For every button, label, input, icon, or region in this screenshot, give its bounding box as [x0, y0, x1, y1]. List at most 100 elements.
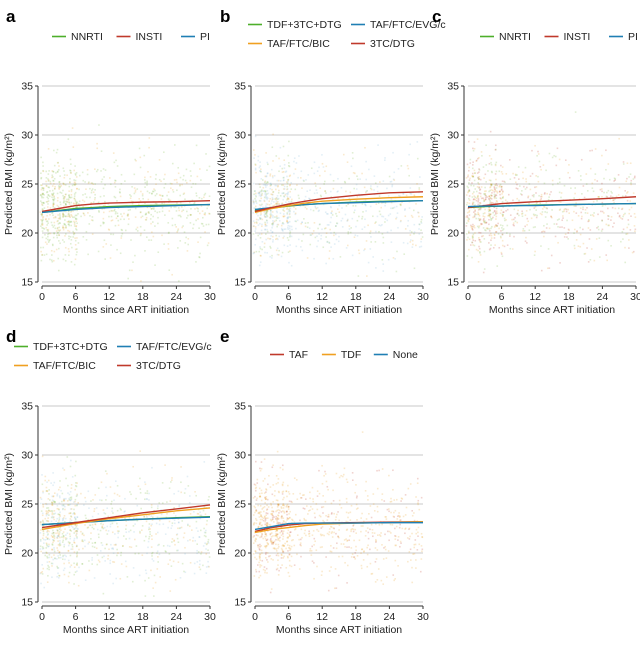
data-point — [409, 535, 411, 538]
data-point — [48, 239, 50, 242]
data-point — [498, 246, 501, 249]
data-point — [478, 168, 480, 170]
data-point — [265, 514, 267, 517]
data-point — [266, 172, 269, 175]
data-point — [46, 191, 48, 194]
data-point — [275, 219, 278, 222]
data-point — [397, 515, 399, 518]
data-point — [390, 497, 392, 500]
data-point — [534, 250, 536, 253]
data-point — [189, 213, 192, 216]
data-point — [177, 214, 180, 217]
y-tick-label: 25 — [234, 499, 246, 511]
data-point — [111, 510, 113, 513]
data-point — [261, 218, 264, 221]
data-point — [165, 550, 167, 553]
data-point — [42, 217, 44, 219]
data-point — [395, 535, 397, 538]
legend: NNRTI INSTI PI — [52, 31, 210, 43]
data-point — [259, 518, 262, 521]
data-point — [281, 202, 283, 205]
data-point — [150, 546, 153, 548]
data-point — [197, 513, 200, 515]
data-point — [546, 267, 549, 270]
data-point — [397, 226, 399, 229]
data-point — [52, 484, 54, 487]
data-point — [326, 241, 329, 243]
data-point — [258, 511, 261, 514]
data-point — [98, 211, 100, 213]
data-point — [54, 512, 57, 515]
data-point — [265, 539, 268, 542]
data-point — [75, 533, 78, 536]
data-point — [254, 228, 257, 230]
y-tick-label: 15 — [234, 277, 246, 289]
data-point — [389, 523, 392, 526]
data-point — [290, 181, 292, 184]
data-point — [51, 224, 54, 227]
data-point — [67, 199, 70, 201]
data-point — [363, 226, 366, 228]
x-tick-label: 18 — [137, 291, 149, 303]
data-point — [49, 180, 52, 183]
data-point — [76, 201, 78, 203]
data-point — [283, 195, 285, 197]
data-point — [127, 213, 129, 216]
data-point — [489, 130, 492, 133]
data-point — [41, 208, 44, 210]
data-point — [605, 168, 607, 171]
data-point — [52, 170, 54, 173]
data-point — [141, 194, 144, 197]
data-point — [180, 481, 182, 484]
data-point — [201, 197, 203, 200]
data-point — [73, 573, 76, 576]
data-point — [621, 207, 624, 210]
data-point — [417, 531, 419, 534]
data-point — [169, 199, 172, 202]
data-point — [134, 254, 136, 257]
data-point — [173, 539, 176, 542]
data-point — [102, 523, 104, 526]
data-point — [53, 149, 55, 152]
data-point — [39, 520, 42, 523]
data-point — [607, 224, 610, 227]
data-point — [52, 495, 55, 497]
data-point — [171, 522, 174, 524]
data-point — [284, 171, 287, 173]
data-point — [407, 560, 409, 563]
data-point — [41, 196, 43, 199]
data-point — [475, 190, 478, 193]
data-point — [310, 550, 313, 552]
data-point — [272, 133, 274, 136]
data-point — [286, 245, 289, 247]
data-point — [608, 215, 610, 218]
data-point — [193, 201, 196, 204]
data-point — [94, 541, 97, 544]
data-point — [526, 242, 528, 244]
data-point — [387, 214, 390, 217]
data-point — [276, 529, 278, 531]
data-point — [374, 182, 377, 184]
data-point — [65, 210, 67, 213]
data-point — [338, 235, 340, 238]
data-point — [47, 180, 50, 182]
data-point — [69, 529, 71, 531]
data-point — [624, 212, 626, 215]
data-point — [413, 231, 416, 233]
data-point — [47, 574, 49, 577]
data-point — [589, 258, 592, 261]
data-point — [51, 211, 54, 214]
data-point — [68, 542, 71, 545]
data-point — [304, 225, 307, 228]
data-point — [65, 203, 67, 205]
data-point — [47, 197, 50, 200]
data-point — [605, 149, 607, 152]
data-point — [253, 522, 255, 525]
data-point — [66, 537, 68, 540]
data-point — [327, 513, 330, 516]
data-point — [132, 261, 134, 263]
data-point — [618, 215, 621, 218]
data-point — [127, 209, 130, 211]
data-point — [348, 539, 351, 542]
data-point — [53, 259, 55, 262]
